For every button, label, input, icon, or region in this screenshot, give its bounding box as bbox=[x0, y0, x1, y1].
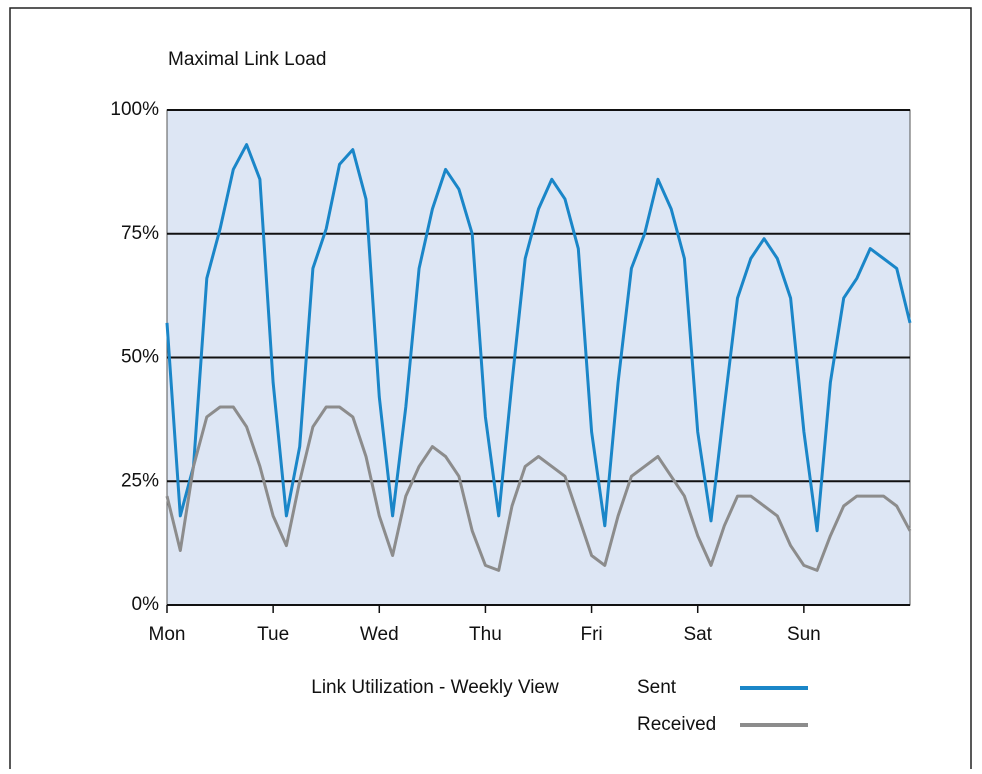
series-line bbox=[165, 143, 912, 533]
y-tick-label: 50% bbox=[121, 347, 159, 368]
x-tick-label: Tue bbox=[257, 624, 289, 645]
x-tick-label: Fri bbox=[580, 624, 602, 645]
x-axis-label: Link Utilization - Weekly View bbox=[311, 677, 559, 698]
x-tick-label: Wed bbox=[360, 624, 399, 645]
x-tick-label: Sun bbox=[787, 624, 821, 645]
y-tick-label: 75% bbox=[121, 223, 159, 244]
y-tick-label: 25% bbox=[121, 470, 159, 491]
chart-title: Maximal Link Load bbox=[168, 49, 326, 70]
y-tick-label: 0% bbox=[132, 594, 160, 615]
legend-label: Sent bbox=[637, 677, 677, 698]
x-tick-label: Mon bbox=[149, 624, 186, 645]
series-line bbox=[165, 405, 912, 572]
frame bbox=[9, 7, 972, 769]
x-tick-label: Thu bbox=[469, 624, 502, 645]
legend-label: Received bbox=[637, 714, 716, 735]
y-tick-label: 100% bbox=[110, 99, 159, 120]
x-tick-label: Sat bbox=[683, 624, 712, 645]
